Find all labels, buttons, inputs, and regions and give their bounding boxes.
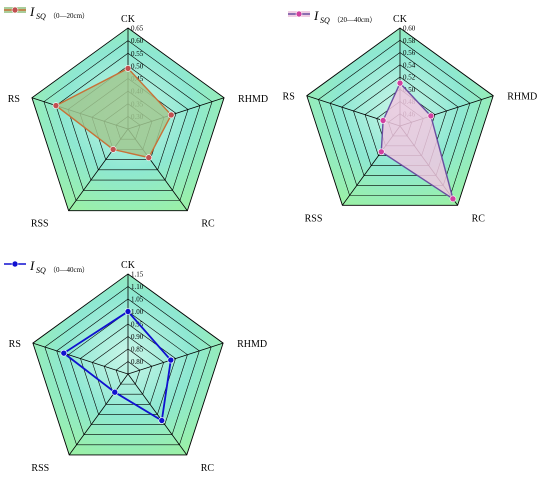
grid-ring — [318, 39, 482, 196]
data-point — [52, 102, 60, 109]
legend-subscript: SQ — [320, 16, 330, 25]
grid-ring — [80, 323, 176, 415]
tick-label: 0.56 — [403, 49, 416, 57]
legend-symbol: I — [29, 258, 35, 273]
axis-label-rc: RC — [201, 463, 215, 474]
data-point — [145, 154, 153, 161]
data-point — [396, 79, 404, 87]
data-point — [167, 356, 175, 364]
axis-label-rhmd: RHMD — [238, 94, 268, 105]
axis-label-rhmd: RHMD — [237, 339, 267, 350]
radar-chart-1: 0.300.350.400.450.500.550.600.65CKRHMDRC… — [4, 4, 268, 230]
radar-spoke — [68, 373, 129, 456]
axis-label-rs: RS — [8, 94, 20, 105]
tick-label: 0.60 — [403, 25, 416, 33]
grid-ring — [91, 336, 165, 405]
data-point — [427, 112, 435, 120]
tick-label: 0.50 — [403, 86, 416, 94]
tick-label: 0.54 — [403, 61, 416, 69]
axis-label-rc: RC — [201, 219, 215, 230]
radar-spoke — [127, 373, 188, 456]
grid-ring — [44, 286, 212, 446]
data-point — [124, 308, 132, 315]
series-area — [381, 83, 453, 199]
legend-subscript: SQ — [36, 12, 46, 21]
grid-ring — [115, 361, 141, 385]
grid-ring — [43, 40, 213, 201]
legend: I SQ （0—20cm） — [4, 4, 89, 21]
grid-ring — [306, 27, 494, 206]
radar-spoke — [32, 342, 129, 375]
axis-label-rs: RS — [9, 339, 21, 350]
tick-label: 0.65 — [131, 25, 144, 33]
legend-symbol: I — [313, 8, 319, 23]
axis-label-ck: CK — [121, 14, 136, 25]
tick-label: 0.55 — [131, 50, 144, 58]
grid-ring — [68, 311, 188, 425]
tick-label: 1.00 — [131, 308, 144, 316]
tick-label: 0.90 — [131, 333, 144, 341]
data-point — [449, 195, 457, 203]
legend-marker — [295, 10, 303, 18]
data-point — [158, 417, 166, 424]
legend: I SQ （0—40cm） — [4, 258, 89, 275]
radar-spoke — [127, 342, 224, 375]
grid-ring — [329, 52, 471, 186]
legend-subscript: SQ — [36, 266, 46, 275]
legend-marker — [11, 6, 19, 14]
tick-label: 0.50 — [131, 62, 144, 70]
tick-label: 0.60 — [131, 37, 144, 45]
tick-label: 0.52 — [403, 74, 416, 82]
series-line — [62, 310, 172, 422]
data-point — [109, 146, 117, 153]
data-point — [124, 65, 132, 72]
data-point — [167, 111, 175, 119]
tick-label: 0.85 — [131, 346, 144, 354]
legend-range: （0—40cm） — [49, 266, 89, 274]
axis-label-rc: RC — [472, 213, 486, 224]
radar-chart-2: 0.460.480.500.520.540.560.580.60CKRHMDRC… — [283, 8, 538, 224]
legend-range: （20—40cm） — [333, 16, 377, 24]
grid-ring — [103, 348, 153, 395]
grid-ring — [353, 76, 447, 166]
series-area — [55, 68, 172, 158]
data-point — [111, 388, 119, 396]
axis-label-rss: RSS — [31, 463, 49, 474]
series-line — [54, 67, 173, 159]
legend-symbol: I — [29, 4, 35, 19]
tick-label: 1.15 — [131, 271, 144, 279]
axis-label-rs: RS — [283, 92, 295, 103]
axis-label-rss: RSS — [305, 213, 323, 224]
legend: I SQ （20—40cm） — [288, 8, 377, 25]
grid-ring — [341, 64, 459, 176]
axis-label-rss: RSS — [31, 219, 49, 230]
axis-label-rhmd: RHMD — [507, 92, 537, 103]
grid-ring — [55, 52, 201, 191]
tick-label: 1.05 — [131, 296, 144, 304]
series-line — [380, 81, 455, 201]
axis-label-ck: CK — [121, 260, 136, 271]
grid-ring — [31, 27, 225, 212]
tick-label: 1.10 — [131, 283, 144, 291]
data-point — [60, 349, 68, 357]
axis-label-ck: CK — [393, 14, 408, 25]
tick-label: 0.80 — [131, 358, 144, 366]
data-point — [377, 148, 385, 156]
tick-label: 0.95 — [131, 321, 144, 329]
legend-range: （0—20cm） — [49, 12, 89, 20]
grid-ring — [32, 273, 224, 456]
tick-label: 0.58 — [403, 37, 416, 45]
legend-marker — [11, 260, 19, 268]
data-point — [379, 117, 387, 124]
grid-ring — [56, 298, 200, 435]
